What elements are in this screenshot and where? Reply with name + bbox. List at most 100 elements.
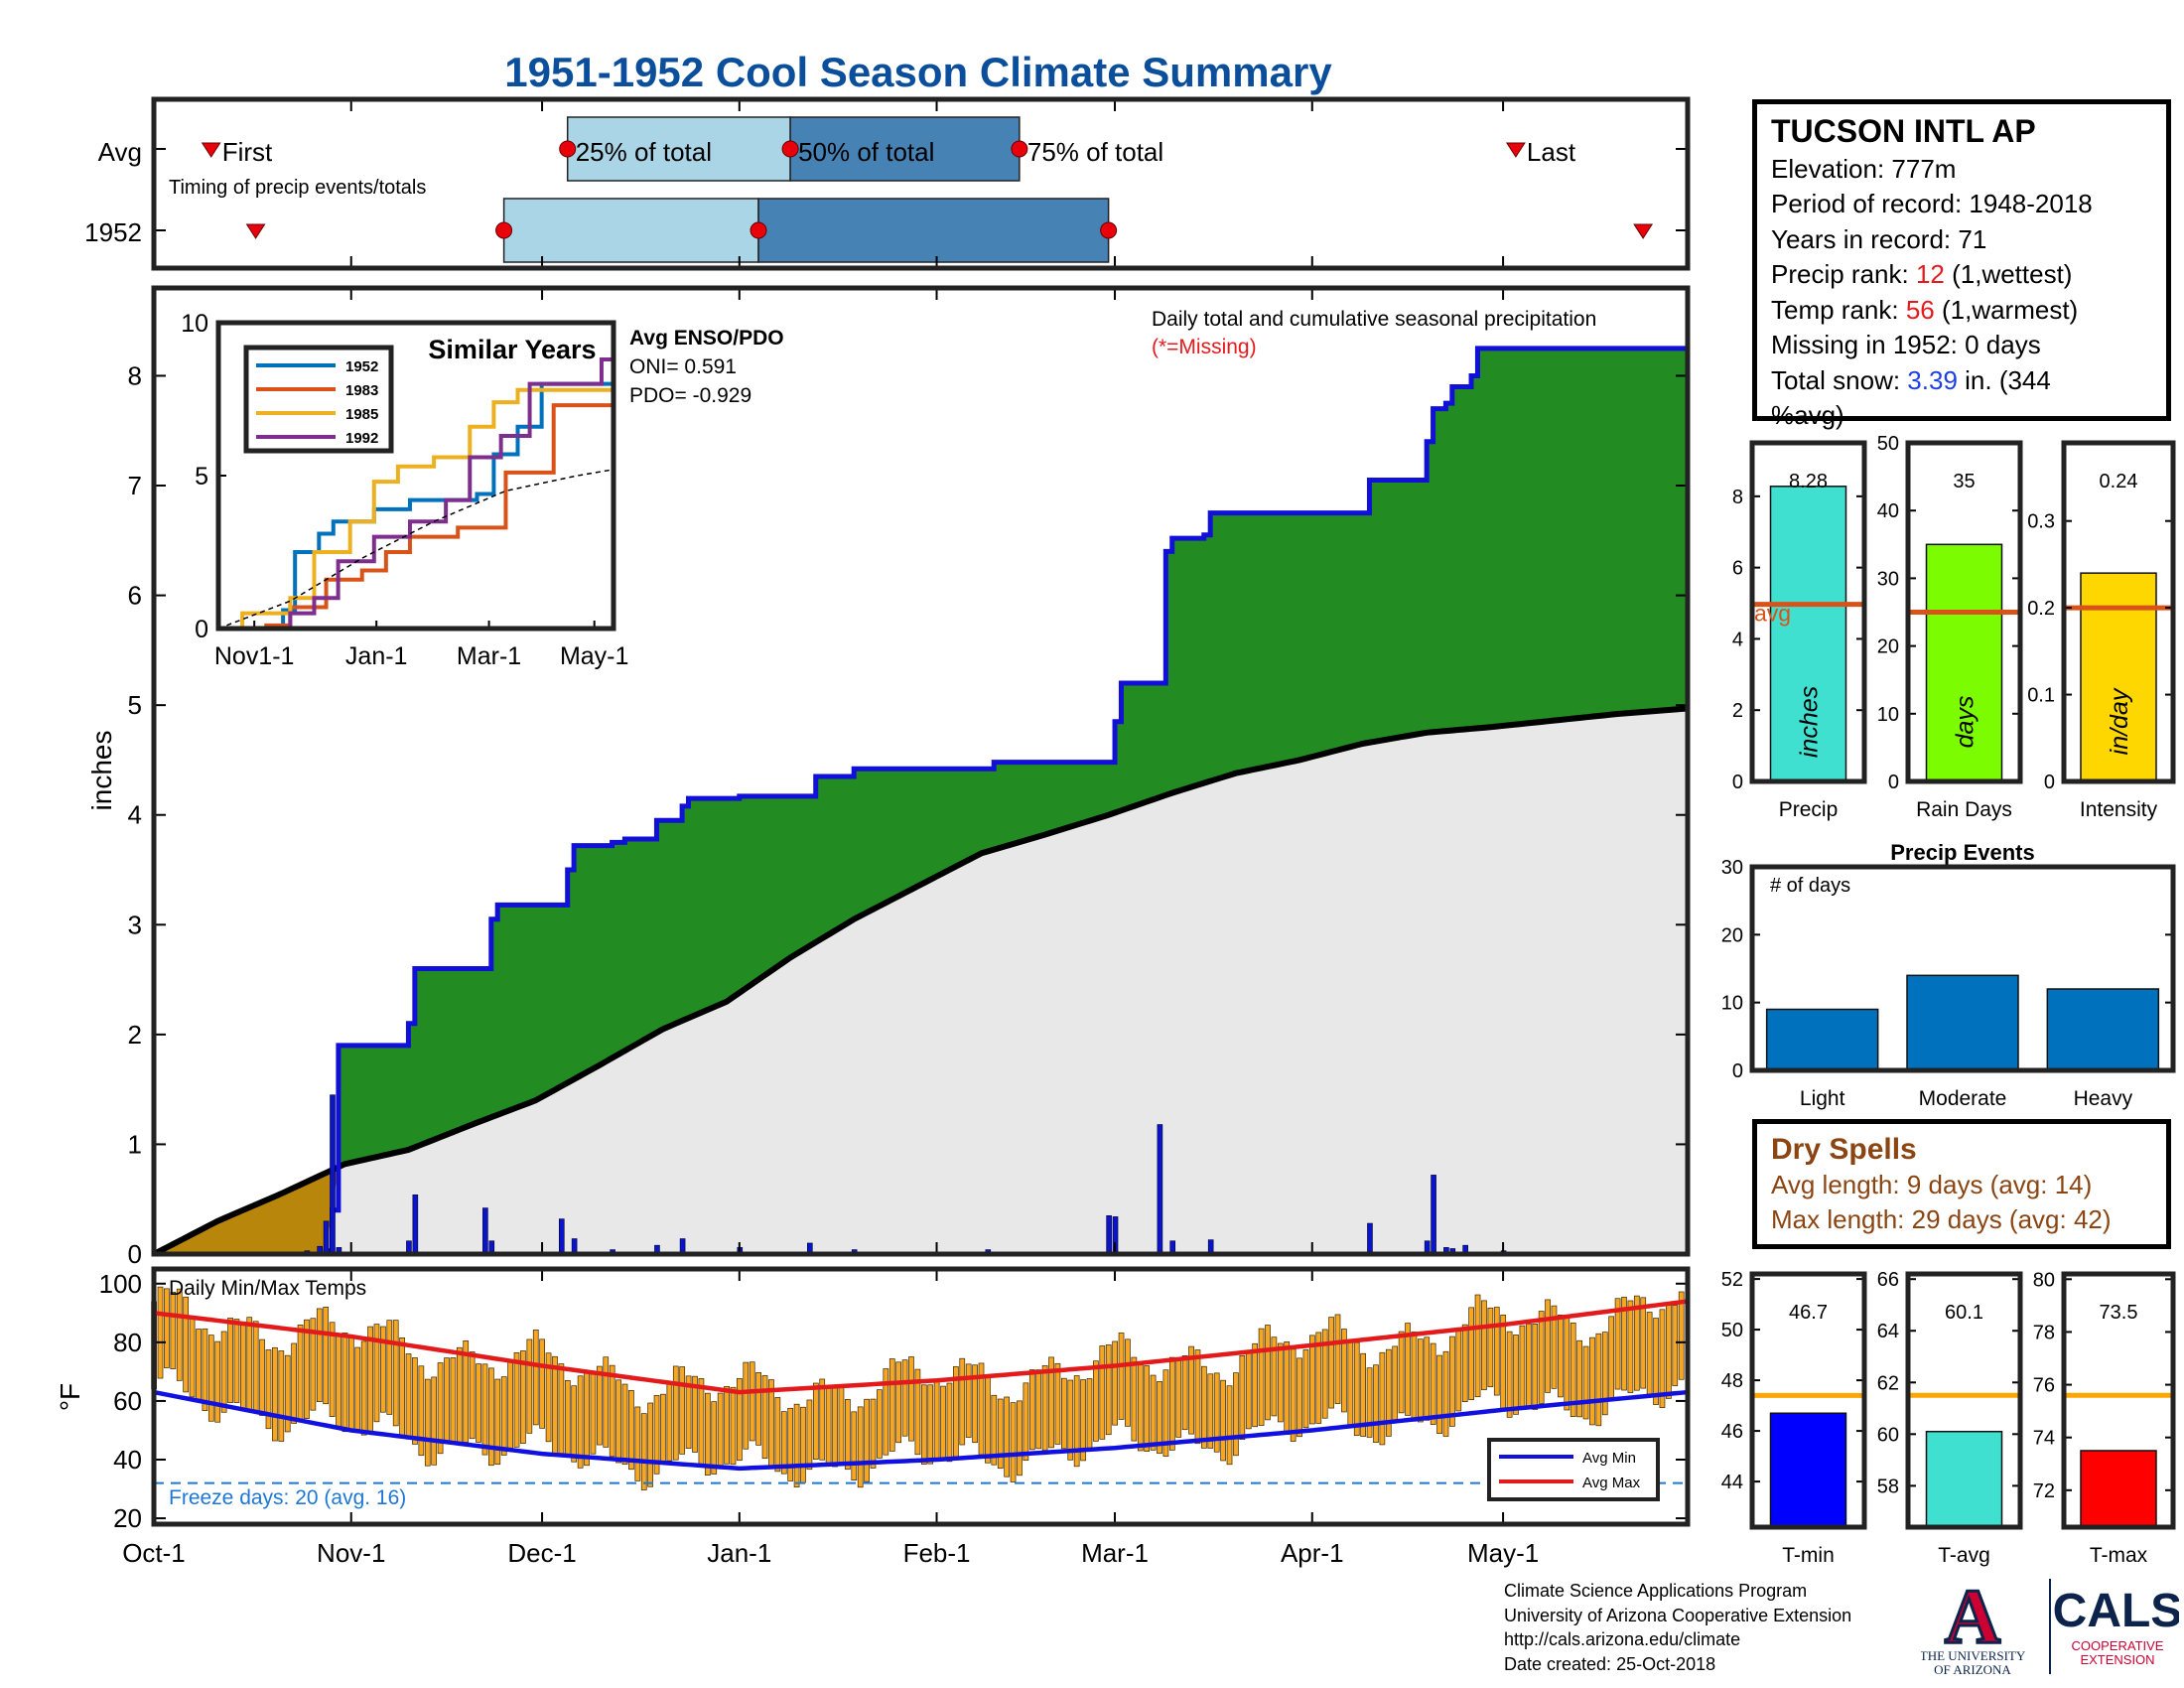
ua-logo: A THE UNIVERSITY OF ARIZONA	[1921, 1577, 2026, 1676]
daily-temp-bar	[189, 1317, 196, 1398]
y-tick-label: 4	[128, 800, 142, 830]
daily-precip-bar	[1431, 1175, 1436, 1255]
precip-total-bar-chart-avg-label: avg	[1754, 601, 1791, 627]
daily-temp-bar	[1137, 1364, 1144, 1452]
daily-temp-bar	[666, 1381, 673, 1462]
events-category-label: Light	[1800, 1087, 1845, 1110]
daily-temp-bar	[316, 1308, 323, 1403]
station-years: Years in record: 71	[1771, 223, 1987, 254]
daily-temp-bar	[392, 1320, 399, 1427]
rain-days-bar-chart-unit-label: days	[1952, 696, 1979, 749]
daily-temp-bar	[621, 1383, 628, 1466]
daily-temp-bar	[838, 1385, 845, 1466]
daily-temp-bar	[360, 1340, 367, 1436]
total-snow-pct: %avg)	[1771, 400, 1844, 430]
daily-temp-bar	[1054, 1362, 1061, 1445]
tmin-bar-chart-frame	[1749, 1271, 1867, 1530]
daily-temp-bar	[202, 1328, 208, 1411]
credits: Climate Science Applications Program Uni…	[1504, 1579, 1851, 1676]
inset-x-tick-label: Mar-1	[457, 642, 521, 670]
tavg-bar-chart-frame	[1905, 1271, 2023, 1530]
tmax-bar-chart-value-label: 73.5	[2100, 1302, 2138, 1324]
daily-temp-bar	[437, 1362, 444, 1455]
daily-temp-bar	[1672, 1305, 1679, 1386]
ua-letter-logo: A	[1945, 1577, 2000, 1659]
daily-temp-bar	[1360, 1352, 1366, 1437]
daily-temp-bar	[1653, 1318, 1659, 1405]
tmax-bar-chart-tick-label: 72	[2033, 1480, 2055, 1502]
timing-marker-circle	[750, 221, 767, 239]
daily-temp-bar	[1112, 1340, 1118, 1426]
daily-temp-bar	[1271, 1336, 1278, 1417]
daily-temp-bar	[1194, 1349, 1201, 1445]
university-logos: A THE UNIVERSITY OF ARIZONA CALS COOPERA…	[1921, 1577, 2179, 1676]
freeze-days-label: Freeze days: 20 (avg. 16)	[169, 1486, 406, 1509]
daily-temp-bar	[1551, 1305, 1558, 1389]
daily-temp-bar	[1627, 1300, 1634, 1393]
daily-temp-bar	[628, 1390, 634, 1471]
daily-temp-bar	[1341, 1329, 1347, 1413]
daily-temp-bar	[851, 1411, 858, 1481]
total-snow: Total snow: 3.39 in. (344	[1771, 364, 2051, 395]
daily-temp-bar	[711, 1401, 718, 1475]
timing-label-last: Last	[1527, 137, 1576, 167]
ua-name-line-2: OF ARIZONA	[1934, 1662, 2011, 1676]
x-tick-label: Nov-1	[317, 1538, 385, 1568]
temp-y-axis-label: °F	[55, 1383, 85, 1411]
daily-temp-bar	[1538, 1311, 1545, 1404]
missing-note: (*=Missing)	[1152, 336, 1257, 358]
daily-temp-bar	[793, 1403, 800, 1487]
daily-temp-bar	[227, 1318, 233, 1403]
timing-band-50-75	[757, 198, 1110, 263]
daily-temp-bar	[1226, 1385, 1233, 1466]
daily-temp-bar	[1252, 1342, 1259, 1428]
daily-temp-bar	[749, 1361, 755, 1442]
daily-temp-bar	[698, 1378, 705, 1466]
daily-temp-bar	[233, 1319, 240, 1403]
daily-temp-bar	[157, 1286, 164, 1379]
tavg-bar-chart-tick-label: 66	[1877, 1269, 1899, 1291]
daily-temp-bar	[399, 1337, 405, 1436]
cumulative-precip-line	[154, 345, 1691, 1257]
daily-temp-bar	[526, 1338, 533, 1434]
daily-temp-bar	[590, 1373, 597, 1455]
events-frame	[1749, 864, 2176, 1073]
events-tick-label: 30	[1721, 857, 1743, 879]
daily-temp-bar	[444, 1357, 450, 1444]
timing-row-label-avg: Avg	[98, 137, 142, 167]
daily-temp-bar	[1646, 1312, 1653, 1395]
rain-days-bar-chart-tick-label: 30	[1877, 568, 1899, 590]
daily-temp-bar	[940, 1385, 946, 1461]
daily-precip-bar	[558, 1218, 565, 1255]
credits-line-4: Date created: 25-Oct-2018	[1504, 1653, 1716, 1674]
cals-logo: CALS COOPERATIVE EXTENSION	[2053, 1585, 2179, 1667]
daily-temp-bar	[1379, 1351, 1386, 1446]
daily-temp-bar	[456, 1346, 463, 1445]
daily-temp-bar	[1157, 1380, 1162, 1455]
daily-temp-bar	[450, 1357, 457, 1443]
daily-temp-bar	[564, 1379, 571, 1458]
tmax-bar-chart-tick-label: 78	[2033, 1322, 2055, 1343]
daily-temp-bar	[1513, 1335, 1519, 1415]
y-tick-label: 8	[128, 360, 142, 390]
daily-temp-bar	[1035, 1369, 1042, 1450]
inset-legend-label: 1983	[345, 382, 378, 399]
daily-temp-bar	[214, 1340, 221, 1423]
rain-days-bar-chart-frame	[1905, 440, 2023, 784]
surplus-area	[338, 345, 1689, 1168]
timing-label-50: 50% of total	[798, 137, 934, 167]
tmin-bar-chart-category-label: T-min	[1782, 1544, 1835, 1567]
daily-temp-bar	[1564, 1315, 1570, 1411]
precip-total-bar-chart-value-label: 8.28	[1789, 471, 1828, 492]
daily-temp-bar	[634, 1406, 641, 1481]
daily-temp-bar	[730, 1386, 737, 1466]
y-tick-label: 2	[128, 1020, 142, 1050]
timing-band-50-75	[789, 116, 1021, 182]
daily-temp-bar	[336, 1333, 341, 1430]
daily-temp-bar	[914, 1368, 921, 1456]
daily-temp-bar	[1201, 1365, 1207, 1449]
daily-temp-bar	[704, 1392, 711, 1476]
daily-temp-bar	[571, 1385, 578, 1463]
credits-line-1: Climate Science Applications Program	[1504, 1581, 1808, 1601]
daily-temp-bar	[1302, 1349, 1309, 1429]
